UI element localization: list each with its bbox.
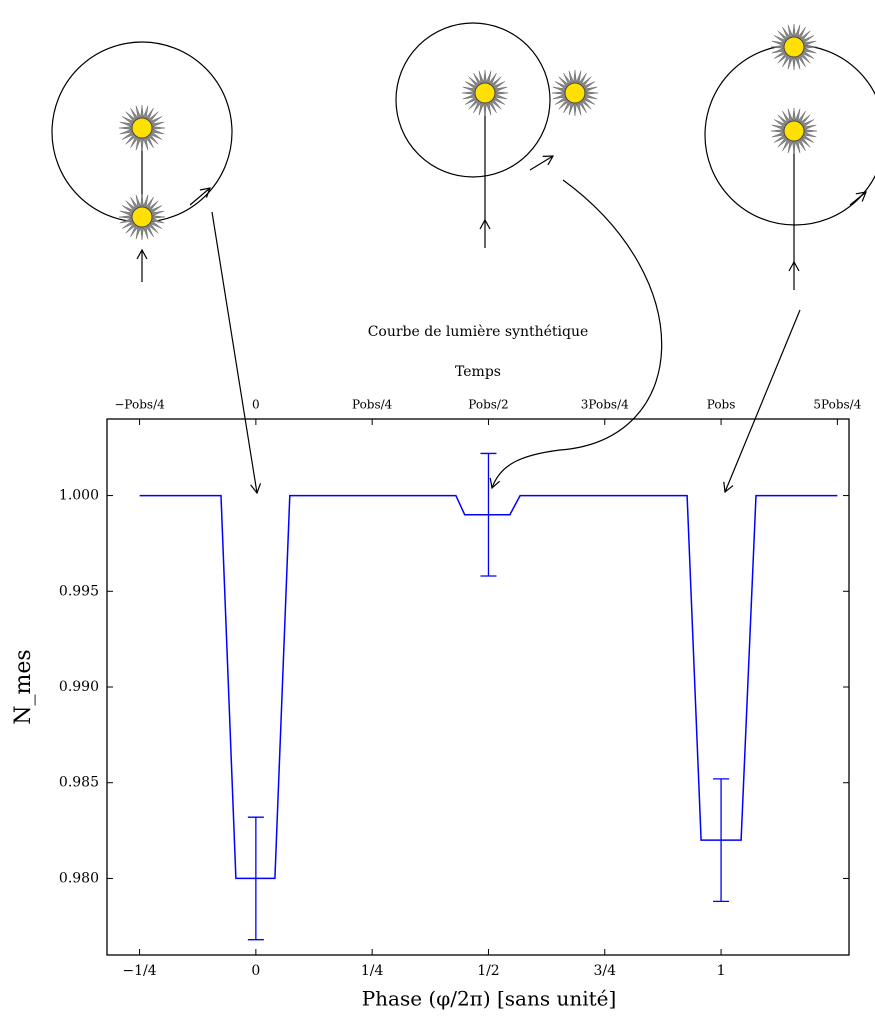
error-bar — [247, 816, 264, 941]
top-tick-label: Pobs/2 — [468, 398, 508, 412]
top-tick-label: Pobs — [707, 398, 736, 412]
top-axis-label: Temps — [455, 364, 501, 380]
plot-frame — [106, 418, 850, 956]
x-axis-label: Phase (φ/2π) [sans unité] — [362, 987, 617, 1011]
x-tick-label: 1/4 — [361, 963, 384, 979]
top-tick-label: Pobs/4 — [352, 398, 393, 412]
x-tick-label: 1/2 — [477, 963, 500, 979]
light-curve — [139, 494, 838, 880]
orbit-diagram — [704, 23, 875, 494]
error-bar — [713, 778, 730, 903]
y-tick-label: 0.990 — [59, 679, 99, 695]
x-tick-label: 3/4 — [594, 963, 617, 979]
y-tick-label: 0.985 — [59, 775, 99, 791]
top-tick-label: 5Pobs/4 — [813, 398, 861, 412]
y-tick-label: 0.995 — [59, 583, 99, 599]
orbit-diagram — [395, 22, 663, 490]
top-tick-label: 3Pobs/4 — [581, 398, 629, 412]
top-tick-label: 0 — [252, 398, 260, 412]
error-bar — [480, 452, 497, 577]
x-tick-label: −1/4 — [122, 963, 156, 979]
chart-title: Courbe de lumière synthétique — [368, 324, 589, 340]
y-tick-label: 0.980 — [59, 870, 99, 886]
orbit-diagram — [51, 41, 262, 495]
top-tick-label: −Pobs/4 — [114, 398, 165, 412]
y-tick-label: 1.000 — [59, 488, 99, 504]
x-tick-label: 0 — [251, 963, 260, 979]
x-tick-label: 1 — [717, 963, 726, 979]
y-axis-label: N_mes — [11, 649, 36, 724]
